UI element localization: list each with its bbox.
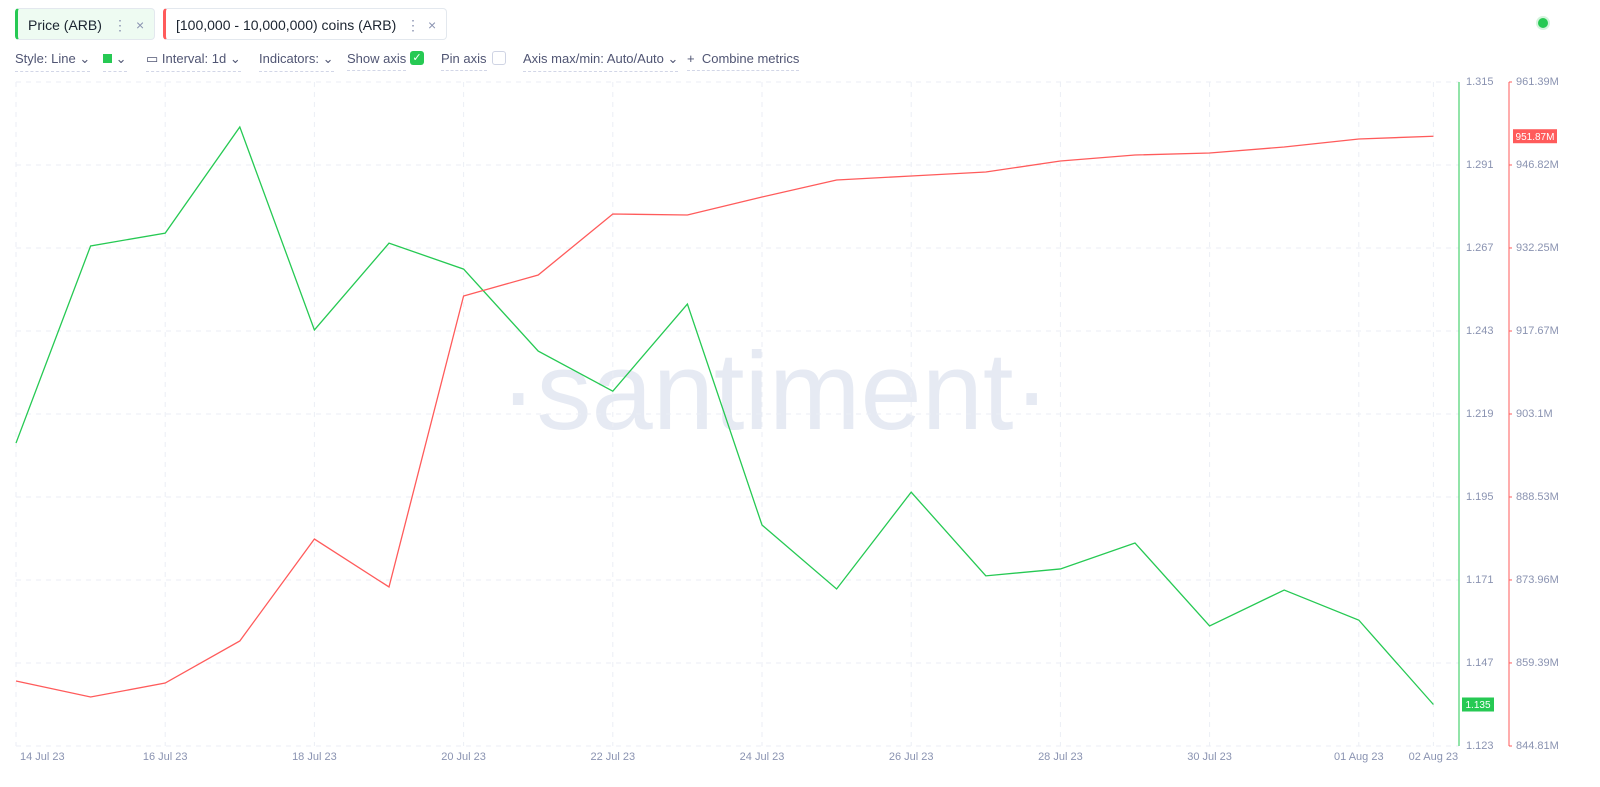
y2-tick-label: 917.67M: [1516, 325, 1559, 337]
x-tick-label: 30 Jul 23: [1187, 751, 1232, 763]
metric-label: [100,000 - 10,000,000) coins (ARB): [176, 17, 397, 33]
x-tick-label: 22 Jul 23: [590, 751, 635, 763]
style-label: Style: Line: [15, 51, 76, 66]
x-tick-label: 24 Jul 23: [740, 751, 785, 763]
show-axis-label: Show axis: [347, 51, 407, 66]
y-tick-label: 1.195: [1466, 491, 1494, 503]
combine-button[interactable]: + Combine metrics: [687, 51, 800, 71]
last-value-label: 1.135: [1465, 700, 1490, 711]
pin-axis-label: Pin axis: [441, 51, 487, 66]
indicators-label: Indicators:: [259, 51, 319, 66]
metric-tab[interactable]: [100,000 - 10,000,000) coins (ARB) ⋮ ×: [163, 8, 447, 40]
series-line: [15, 125, 1434, 705]
y2-tick-label: 888.53M: [1516, 491, 1559, 503]
y-tick-label: 1.219: [1466, 408, 1494, 420]
interval-select[interactable]: ▭ Interval: 1d ⌄: [146, 51, 241, 72]
interval-label: Interval: 1d: [161, 51, 227, 66]
metric-tab[interactable]: Price (ARB) ⋮ ×: [15, 8, 155, 40]
y-tick-label: 1.147: [1466, 657, 1494, 669]
x-tick-label: 18 Jul 23: [292, 751, 337, 763]
y-tick-label: 1.315: [1466, 76, 1494, 88]
y-tick-label: 1.123: [1466, 740, 1494, 752]
checkbox[interactable]: [492, 51, 506, 65]
y-tick-label: 1.171: [1466, 574, 1494, 586]
last-value-label: 951.87M: [1516, 132, 1555, 143]
y2-tick-label: 946.82M: [1516, 159, 1559, 171]
menu-icon[interactable]: ⋮: [113, 17, 127, 33]
y2-tick-label: 932.25M: [1516, 242, 1559, 254]
y2-tick-label: 844.81M: [1516, 740, 1559, 752]
axis-range-select[interactable]: Axis max/min: Auto/Auto ⌄: [523, 51, 679, 72]
y-tick-label: 1.243: [1466, 325, 1494, 337]
x-tick-label: 14 Jul 23: [20, 751, 65, 763]
last-value-badge: [1462, 697, 1494, 712]
x-tick-label: 26 Jul 23: [889, 751, 934, 763]
status-dot: [1538, 18, 1548, 28]
indicators-select[interactable]: Indicators: ⌄: [259, 51, 334, 72]
color-select[interactable]: ⌄: [103, 51, 127, 72]
style-select[interactable]: Style: Line ⌄: [15, 51, 91, 72]
metric-label: Price (ARB): [28, 17, 102, 33]
close-icon[interactable]: ×: [136, 17, 145, 33]
x-tick-label: 28 Jul 23: [1038, 751, 1083, 763]
y2-tick-label: 903.1M: [1516, 408, 1553, 420]
last-value-badge: [1513, 129, 1557, 144]
y-tick-label: 1.267: [1466, 242, 1494, 254]
x-tick-label: 16 Jul 23: [143, 751, 188, 763]
y2-tick-label: 873.96M: [1516, 574, 1559, 586]
x-tick-label: 20 Jul 23: [441, 751, 486, 763]
axis-range-label: Axis max/min: Auto/Auto: [523, 51, 664, 66]
y2-tick-label: 859.39M: [1516, 657, 1559, 669]
pin-axis-toggle[interactable]: Pin axis: [441, 51, 487, 71]
show-axis-toggle[interactable]: Show axis: [347, 51, 407, 71]
checkbox-checked[interactable]: ✓: [410, 51, 424, 65]
close-icon[interactable]: ×: [428, 17, 437, 33]
combine-label: Combine metrics: [701, 51, 800, 66]
y2-tick-label: 961.39M: [1516, 76, 1559, 88]
y-tick-label: 1.291: [1466, 159, 1494, 171]
menu-icon[interactable]: ⋮: [406, 17, 420, 33]
x-tick-label: 01 Aug 23: [1334, 751, 1384, 763]
watermark: ·santiment·: [500, 330, 1050, 453]
x-tick-label: 02 Aug 23: [1409, 751, 1459, 763]
series-line: [15, 135, 1434, 698]
